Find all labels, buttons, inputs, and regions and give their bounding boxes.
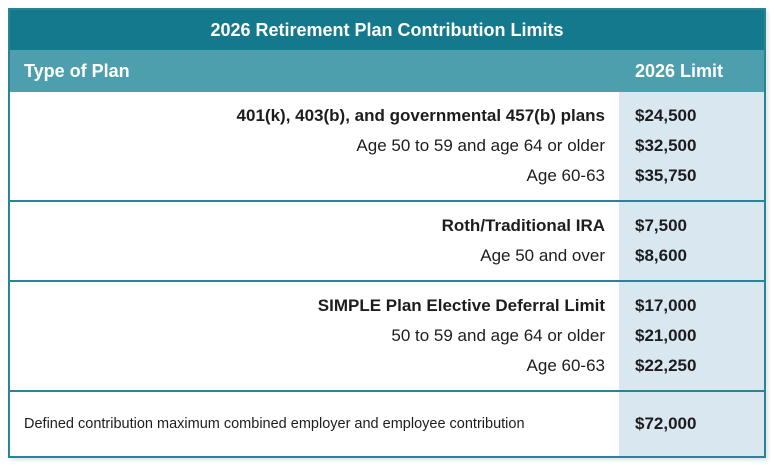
column-header-row: Type of Plan 2026 Limit	[10, 50, 764, 92]
table-row: Age 60-63 $22,250	[10, 351, 764, 381]
table-row: Age 50 to 59 and age 64 or older $32,500	[10, 131, 764, 161]
plan-label: Age 50 to 59 and age 64 or older	[356, 136, 605, 155]
table-row: Age 50 and over $8,600	[10, 241, 764, 271]
table-row: Roth/Traditional IRA $7,500	[10, 211, 764, 241]
plan-label: Age 60-63	[526, 356, 605, 375]
limit-value: $32,500	[635, 136, 697, 155]
plan-label: SIMPLE Plan Elective Deferral Limit	[317, 296, 605, 315]
table-row: SIMPLE Plan Elective Deferral Limit $17,…	[10, 291, 764, 321]
plan-label: 50 to 59 and age 64 or older	[391, 326, 605, 345]
column-header-2026-limit: 2026 Limit	[635, 60, 724, 81]
column-header-type-of-plan: Type of Plan	[24, 60, 130, 81]
limit-value: $72,000	[635, 414, 697, 433]
plan-label: 401(k), 403(b), and governmental 457(b) …	[236, 106, 605, 125]
limit-value: $7,500	[635, 216, 687, 235]
plan-group-roth-traditional-ira: Roth/Traditional IRA $7,500 Age 50 and o…	[10, 200, 764, 280]
limit-value: $21,000	[635, 326, 697, 345]
contribution-limits-table: 2026 Retirement Plan Contribution Limits…	[8, 8, 766, 458]
limit-value: $22,250	[635, 356, 697, 375]
table-row: 50 to 59 and age 64 or older $21,000	[10, 321, 764, 351]
table-body: 401(k), 403(b), and governmental 457(b) …	[10, 92, 764, 456]
table-row: Age 60-63 $35,750	[10, 161, 764, 191]
table-title: 2026 Retirement Plan Contribution Limits	[10, 10, 764, 50]
limit-value: $35,750	[635, 166, 697, 185]
limit-value: $8,600	[635, 246, 687, 265]
table-row: 401(k), 403(b), and governmental 457(b) …	[10, 101, 764, 131]
table-row: Defined contribution maximum combined em…	[10, 402, 764, 446]
plan-label: Roth/Traditional IRA	[441, 216, 605, 235]
plan-group-simple-plan: SIMPLE Plan Elective Deferral Limit $17,…	[10, 280, 764, 390]
plan-group-401k-403b-457b: 401(k), 403(b), and governmental 457(b) …	[10, 92, 764, 200]
plan-label: Age 50 and over	[480, 246, 605, 265]
plan-label: Defined contribution maximum combined em…	[24, 416, 525, 432]
limit-value: $24,500	[635, 106, 697, 125]
plan-group-defined-contribution: Defined contribution maximum combined em…	[10, 390, 764, 456]
limit-value: $17,000	[635, 296, 697, 315]
plan-label: Age 60-63	[526, 166, 605, 185]
